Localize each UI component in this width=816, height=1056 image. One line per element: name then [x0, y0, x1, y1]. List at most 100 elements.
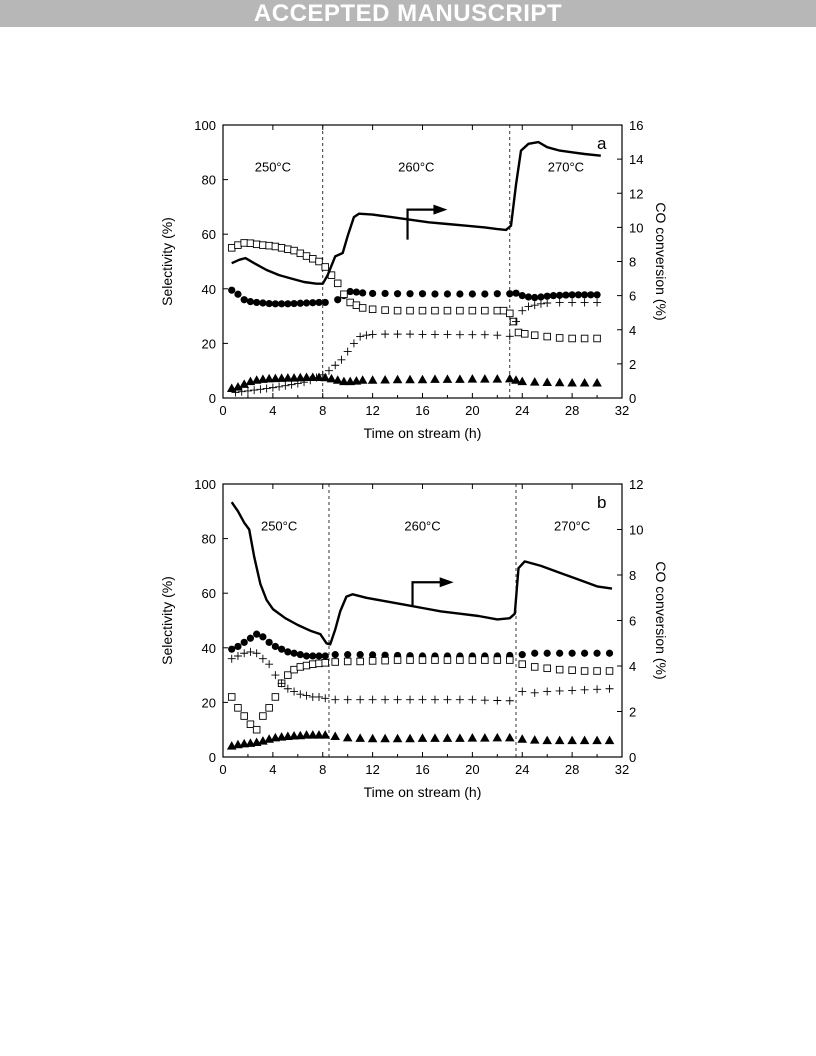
- data-point-square: [418, 306, 427, 315]
- data-point-square: [443, 306, 452, 315]
- temperature-label: 250°C: [255, 159, 291, 174]
- data-point-triangle: [504, 732, 515, 742]
- data-point-square: [240, 712, 248, 720]
- data-point-square: [568, 666, 576, 674]
- data-point-square: [406, 306, 414, 315]
- y-tick-label: 80: [202, 173, 216, 188]
- data-point-square: [321, 263, 329, 271]
- data-point-circle: [580, 649, 589, 657]
- data-point-square: [381, 306, 389, 314]
- data-point-square: [309, 255, 317, 263]
- data-point-plus: [356, 332, 365, 341]
- data-point-circle: [259, 299, 267, 307]
- data-point-plus: [480, 696, 489, 705]
- data-point-plus: [418, 330, 427, 339]
- data-point-square: [340, 290, 348, 299]
- data-point-plus: [530, 688, 539, 697]
- y-tick-label: 80: [202, 532, 216, 547]
- data-point-circle: [296, 651, 304, 659]
- data-point-square: [431, 656, 439, 664]
- right-axis-arrow-icon: [406, 208, 436, 240]
- data-point-circle: [593, 649, 601, 657]
- data-point-circle: [234, 642, 242, 651]
- data-point-triangle: [417, 374, 428, 384]
- data-point-circle: [580, 291, 589, 299]
- data-point-circle: [265, 299, 273, 308]
- data-point-triangle: [517, 376, 528, 386]
- data-point-plus: [381, 330, 390, 339]
- data-point-plus: [443, 330, 452, 339]
- data-point-plus: [543, 298, 552, 307]
- data-point-plus: [275, 382, 284, 391]
- arrow-head-icon: [439, 577, 454, 588]
- data-point-triangle: [504, 373, 515, 383]
- data-point-triangle: [332, 375, 343, 384]
- data-point-plus: [568, 686, 577, 695]
- data-point-square: [593, 334, 601, 343]
- y2-tick-label: 10: [629, 220, 643, 235]
- data-point-square: [259, 712, 267, 720]
- data-point-triangle: [604, 735, 615, 745]
- data-point-plus: [321, 694, 330, 703]
- data-point-circle: [443, 290, 452, 298]
- data-point-square: [481, 306, 489, 315]
- data-point-circle: [543, 649, 551, 657]
- data-point-square: [568, 334, 576, 343]
- chart-panel-b: 0 4 8 12 16 20 24 28 32020406080100024681012Time…: [159, 477, 669, 800]
- data-point-plus: [268, 383, 277, 392]
- data-point-square: [227, 244, 236, 252]
- temperature-label: 250°C: [261, 518, 297, 533]
- x-tick-label: 4: [269, 403, 276, 418]
- y2-axis-title: CO conversion (%): [653, 561, 669, 679]
- data-point-square: [234, 704, 242, 712]
- data-point-plus: [252, 649, 261, 658]
- data-point-plus: [315, 692, 324, 701]
- data-point-circle: [605, 649, 614, 657]
- data-point-square: [356, 657, 364, 666]
- y2-tick-label: 4: [629, 659, 636, 674]
- data-point-triangle: [592, 377, 602, 387]
- data-point-triangle: [592, 735, 602, 745]
- data-point-square: [343, 657, 352, 666]
- data-point-triangle: [239, 379, 249, 388]
- data-point-plus: [258, 654, 267, 663]
- data-point-circle: [246, 298, 255, 306]
- x-tick-label: 28: [565, 403, 579, 418]
- x-tick-label: 24: [515, 762, 529, 777]
- data-point-triangle: [314, 730, 324, 739]
- data-point-square: [284, 671, 292, 679]
- x-tick-label: 20: [465, 762, 479, 777]
- data-point-square: [240, 239, 248, 247]
- data-point-square: [520, 330, 529, 338]
- data-point-plus: [393, 330, 402, 339]
- data-point-square: [431, 306, 439, 315]
- data-point-square: [456, 656, 464, 664]
- data-point-circle: [240, 638, 248, 646]
- data-point-square: [580, 667, 589, 675]
- data-point-plus: [430, 695, 439, 704]
- data-point-square: [518, 660, 527, 668]
- data-point-triangle: [326, 373, 337, 383]
- data-point-triangle: [442, 733, 453, 742]
- data-point-square: [315, 659, 323, 668]
- data-point-plus: [283, 684, 292, 693]
- data-point-plus: [240, 649, 249, 658]
- x-tick-label: 0: [219, 403, 226, 418]
- data-point-circle: [531, 293, 539, 302]
- data-point-plus: [381, 695, 390, 704]
- data-point-square: [302, 252, 311, 260]
- data-point-plus: [593, 298, 602, 307]
- x-tick-label: 12: [365, 762, 379, 777]
- data-point-plus: [468, 330, 477, 339]
- data-point-plus: [256, 385, 265, 394]
- data-point-triangle: [367, 375, 378, 384]
- data-point-circle: [512, 289, 520, 297]
- y-tick-label: 20: [202, 695, 216, 710]
- data-point-triangle: [342, 732, 353, 742]
- data-point-circle: [418, 290, 427, 298]
- data-point-square: [493, 656, 502, 664]
- data-point-square: [358, 304, 367, 312]
- data-point-triangle: [405, 374, 415, 384]
- y-tick-label: 60: [202, 227, 216, 242]
- data-point-circle: [284, 648, 292, 656]
